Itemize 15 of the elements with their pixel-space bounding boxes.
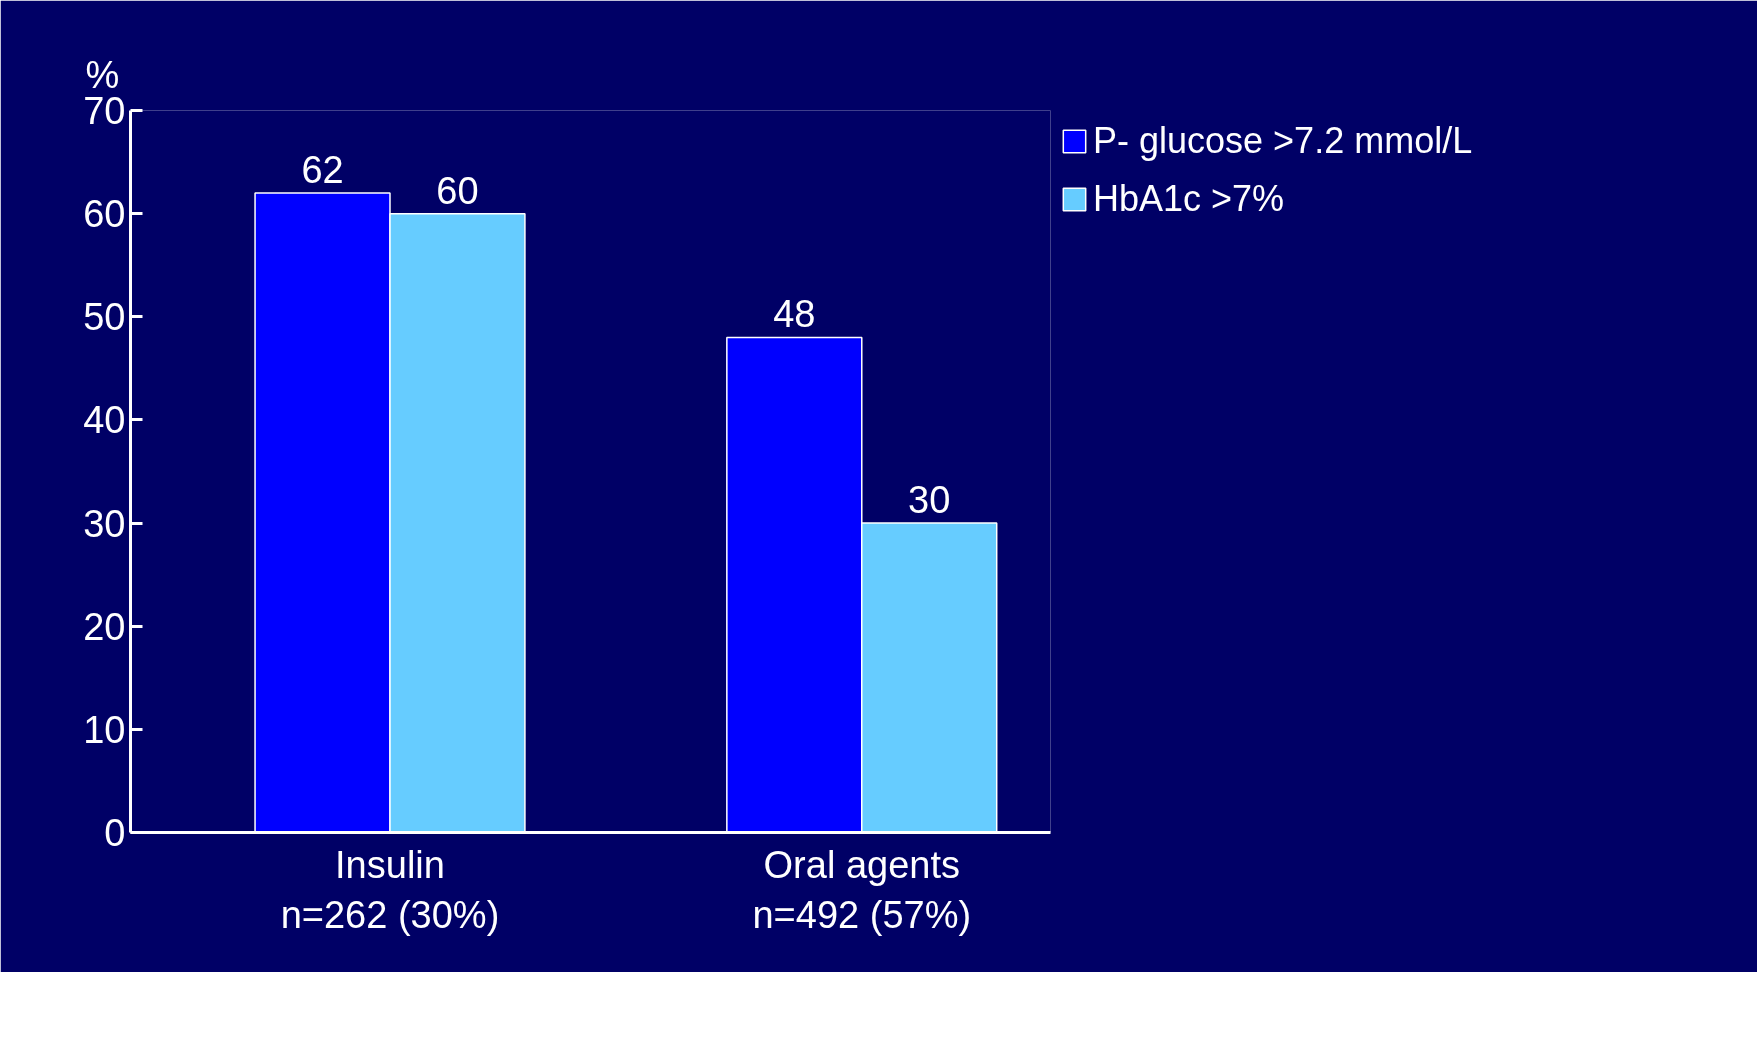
x-tick-label: Insulin n=262 (30%) xyxy=(280,843,500,936)
data-label: 30 xyxy=(908,479,951,522)
y-tick-label: 20 xyxy=(83,605,126,648)
y-tick-label: 60 xyxy=(83,193,126,236)
data-label: 62 xyxy=(301,149,344,192)
data-label: 48 xyxy=(773,293,816,336)
y-tick-label: 50 xyxy=(83,296,126,339)
data-label: 60 xyxy=(436,169,479,212)
x-tick-label: Oral agents n=492 (57%) xyxy=(752,843,972,936)
y-tick-label: 10 xyxy=(83,708,126,751)
y-tick-label: 30 xyxy=(83,502,126,545)
y-tick-label: 40 xyxy=(83,399,126,442)
legend-label: HbA1c >7% xyxy=(1093,178,1285,220)
legend-label: P- glucose >7.2 mmol/L xyxy=(1093,120,1473,162)
y-tick-label: 0 xyxy=(104,812,126,854)
